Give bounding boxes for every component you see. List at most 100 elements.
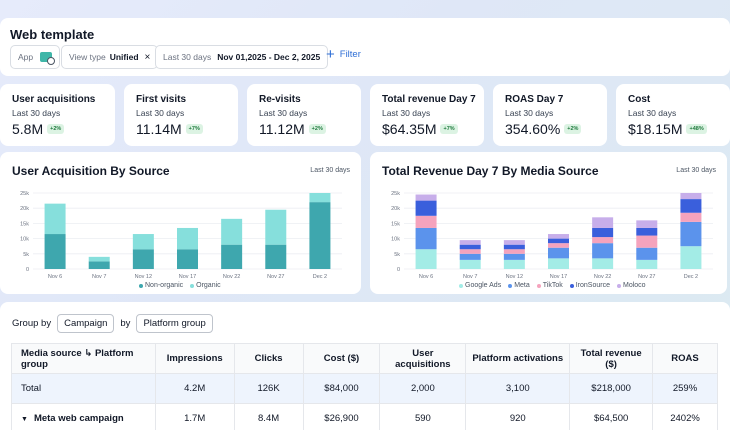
bar-tiktok-nov-7[interactable] bbox=[459, 249, 481, 254]
table-cell: 4.2M bbox=[154, 373, 235, 404]
kpi-card-first-visits[interactable]: First visits Last 30 days 11.14M +7% bbox=[124, 84, 238, 146]
bar-organic-nov-12[interactable] bbox=[132, 234, 154, 250]
y-tick-label: 15k bbox=[20, 221, 29, 227]
column-header-cost[interactable]: Cost ($) bbox=[302, 343, 381, 374]
app-selector[interactable]: App bbox=[10, 45, 61, 69]
table-cell: 8.4M bbox=[233, 403, 304, 430]
chart-subtitle: Last 30 days bbox=[676, 167, 716, 174]
x-tick-label: Nov 17 bbox=[179, 274, 196, 280]
app-icon bbox=[40, 52, 56, 65]
bar-moloco-nov-12[interactable] bbox=[503, 240, 525, 245]
bar-moloco-nov-6[interactable] bbox=[415, 194, 437, 201]
kpi-subtitle: Last 30 days bbox=[382, 108, 431, 118]
bar-moloco-nov-27[interactable] bbox=[636, 220, 658, 228]
bar-tiktok-nov-6[interactable] bbox=[415, 215, 437, 228]
bar-meta-dec-2[interactable] bbox=[680, 221, 702, 247]
column-header-impressions[interactable]: Impressions bbox=[154, 343, 235, 374]
column-header-platform-activations[interactable]: Platform activations bbox=[465, 343, 571, 374]
table-row-campaign[interactable]: ▼ Meta web campaign 1.7M 8.4M $26,900 590… bbox=[11, 403, 718, 430]
kpi-value: $18.15M bbox=[628, 121, 683, 137]
bar-moloco-dec-2[interactable] bbox=[680, 193, 702, 200]
bar-ironsource-nov-6[interactable] bbox=[415, 200, 437, 216]
kpi-value: 5.8M bbox=[12, 121, 44, 137]
column-header-roas[interactable]: ROAS bbox=[652, 343, 718, 374]
bar-ironsource-nov-12[interactable] bbox=[503, 244, 525, 250]
bar-moloco-nov-17[interactable] bbox=[548, 234, 569, 239]
bar-meta-nov-22[interactable] bbox=[592, 243, 614, 259]
revenue-by-media-chart: 0 5k 10k 15k 20k 25k Nov 6 Nov 7 Nov 12 Nov 17 Nov… bbox=[391, 191, 713, 280]
bar-google-ads-nov-22[interactable] bbox=[592, 258, 614, 269]
bar-non-organic-nov-17[interactable] bbox=[177, 249, 198, 269]
kpi-card-cost[interactable]: Cost Last 30 days $18.15M +48% bbox=[616, 84, 730, 146]
x-tick-label: Nov 12 bbox=[506, 274, 523, 280]
date-range-label: Last 30 days bbox=[163, 52, 212, 62]
bar-google-ads-nov-7[interactable] bbox=[459, 259, 481, 269]
bar-non-organic-nov-22[interactable] bbox=[221, 244, 243, 269]
bar-ironsource-nov-17[interactable] bbox=[548, 238, 569, 244]
kpi-change-badge: +7% bbox=[185, 124, 203, 134]
table-cell[interactable]: ▼ Meta web campaign bbox=[11, 403, 156, 430]
date-range-chip[interactable]: Last 30 days Nov 01,2025 - Dec 2, 2025 bbox=[155, 45, 329, 69]
legend-item-ironsource: IronSource bbox=[569, 282, 610, 289]
bar-organic-nov-27[interactable] bbox=[265, 209, 287, 245]
x-tick-label: Nov 6 bbox=[48, 274, 62, 280]
kpi-card-total-revenue[interactable]: Total revenue Day 7 Last 30 days $64.35M… bbox=[370, 84, 484, 146]
bar-meta-nov-17[interactable] bbox=[548, 247, 569, 259]
bar-non-organic-nov-27[interactable] bbox=[265, 244, 287, 269]
column-header-media-source[interactable]: Media source ↳ Platform group bbox=[11, 343, 156, 374]
bar-organic-nov-6[interactable] bbox=[44, 203, 66, 235]
y-tick-label: 5k bbox=[394, 252, 400, 258]
bar-ironsource-dec-2[interactable] bbox=[680, 199, 702, 213]
bar-google-ads-nov-6[interactable] bbox=[415, 249, 437, 269]
bar-organic-dec-2[interactable] bbox=[309, 193, 331, 203]
bar-ironsource-nov-7[interactable] bbox=[459, 244, 481, 250]
bar-organic-nov-7[interactable] bbox=[88, 256, 110, 262]
column-header-user-acquisitions[interactable]: User acquisitions bbox=[379, 343, 467, 374]
filter-label: Filter bbox=[339, 49, 361, 60]
bar-ironsource-nov-22[interactable] bbox=[592, 227, 614, 238]
bar-tiktok-nov-22[interactable] bbox=[592, 237, 614, 244]
y-tick-label: 0 bbox=[26, 267, 29, 273]
bar-google-ads-nov-27[interactable] bbox=[636, 259, 658, 269]
x-tick-label: Nov 27 bbox=[267, 274, 284, 280]
kpi-card-re-visits[interactable]: Re-visits Last 30 days 11.12M +2% bbox=[247, 84, 361, 146]
bar-google-ads-dec-2[interactable] bbox=[680, 246, 702, 269]
bar-meta-nov-7[interactable] bbox=[459, 253, 481, 260]
bar-google-ads-nov-17[interactable] bbox=[548, 258, 569, 269]
legend-item-meta: Meta bbox=[508, 282, 530, 289]
group-by-campaign-select[interactable]: Campaign bbox=[57, 314, 115, 333]
x-tick-label: Nov 7 bbox=[92, 274, 106, 280]
bar-tiktok-nov-17[interactable] bbox=[548, 243, 569, 248]
bar-tiktok-nov-27[interactable] bbox=[636, 235, 658, 248]
table-cell: 590 bbox=[379, 403, 467, 430]
user-acquisition-chart-card: User Acquisition By Source Last 30 days … bbox=[0, 152, 361, 294]
bar-meta-nov-6[interactable] bbox=[415, 227, 437, 250]
chevron-down-icon[interactable]: ▼ bbox=[21, 416, 28, 423]
filter-button[interactable]: + Filter bbox=[326, 47, 361, 62]
kpi-card-user-acquisitions[interactable]: User acquisitions Last 30 days 5.8M +2% bbox=[0, 84, 115, 146]
bar-organic-nov-17[interactable] bbox=[177, 227, 198, 250]
bar-google-ads-nov-12[interactable] bbox=[503, 259, 525, 269]
bar-meta-nov-27[interactable] bbox=[636, 247, 658, 260]
bar-organic-nov-22[interactable] bbox=[221, 218, 243, 245]
campaign-name: Meta web campaign bbox=[33, 413, 124, 424]
bar-non-organic-nov-7[interactable] bbox=[88, 261, 110, 269]
column-header-clicks[interactable]: Clicks bbox=[233, 343, 304, 374]
view-type-chip[interactable]: View type Unified × bbox=[61, 45, 159, 69]
bar-non-organic-dec-2[interactable] bbox=[309, 202, 331, 269]
bar-non-organic-nov-12[interactable] bbox=[132, 249, 154, 269]
bar-tiktok-dec-2[interactable] bbox=[680, 212, 702, 222]
bar-meta-nov-12[interactable] bbox=[503, 253, 525, 260]
bar-non-organic-nov-6[interactable] bbox=[44, 234, 66, 269]
kpi-card-roas[interactable]: ROAS Day 7 Last 30 days 354.60% +2% bbox=[493, 84, 607, 146]
bar-moloco-nov-7[interactable] bbox=[459, 240, 481, 245]
y-tick-label: 15k bbox=[391, 221, 400, 227]
column-header-total-revenue[interactable]: Total revenue ($) bbox=[569, 343, 654, 374]
legend-item-organic: Organic bbox=[190, 282, 221, 289]
close-icon[interactable]: × bbox=[144, 51, 151, 63]
group-by-platform-select[interactable]: Platform group bbox=[136, 314, 213, 333]
bar-ironsource-nov-27[interactable] bbox=[636, 227, 658, 236]
kpi-title: Cost bbox=[628, 94, 651, 105]
bar-moloco-nov-22[interactable] bbox=[592, 217, 614, 228]
bar-tiktok-nov-12[interactable] bbox=[503, 249, 525, 254]
